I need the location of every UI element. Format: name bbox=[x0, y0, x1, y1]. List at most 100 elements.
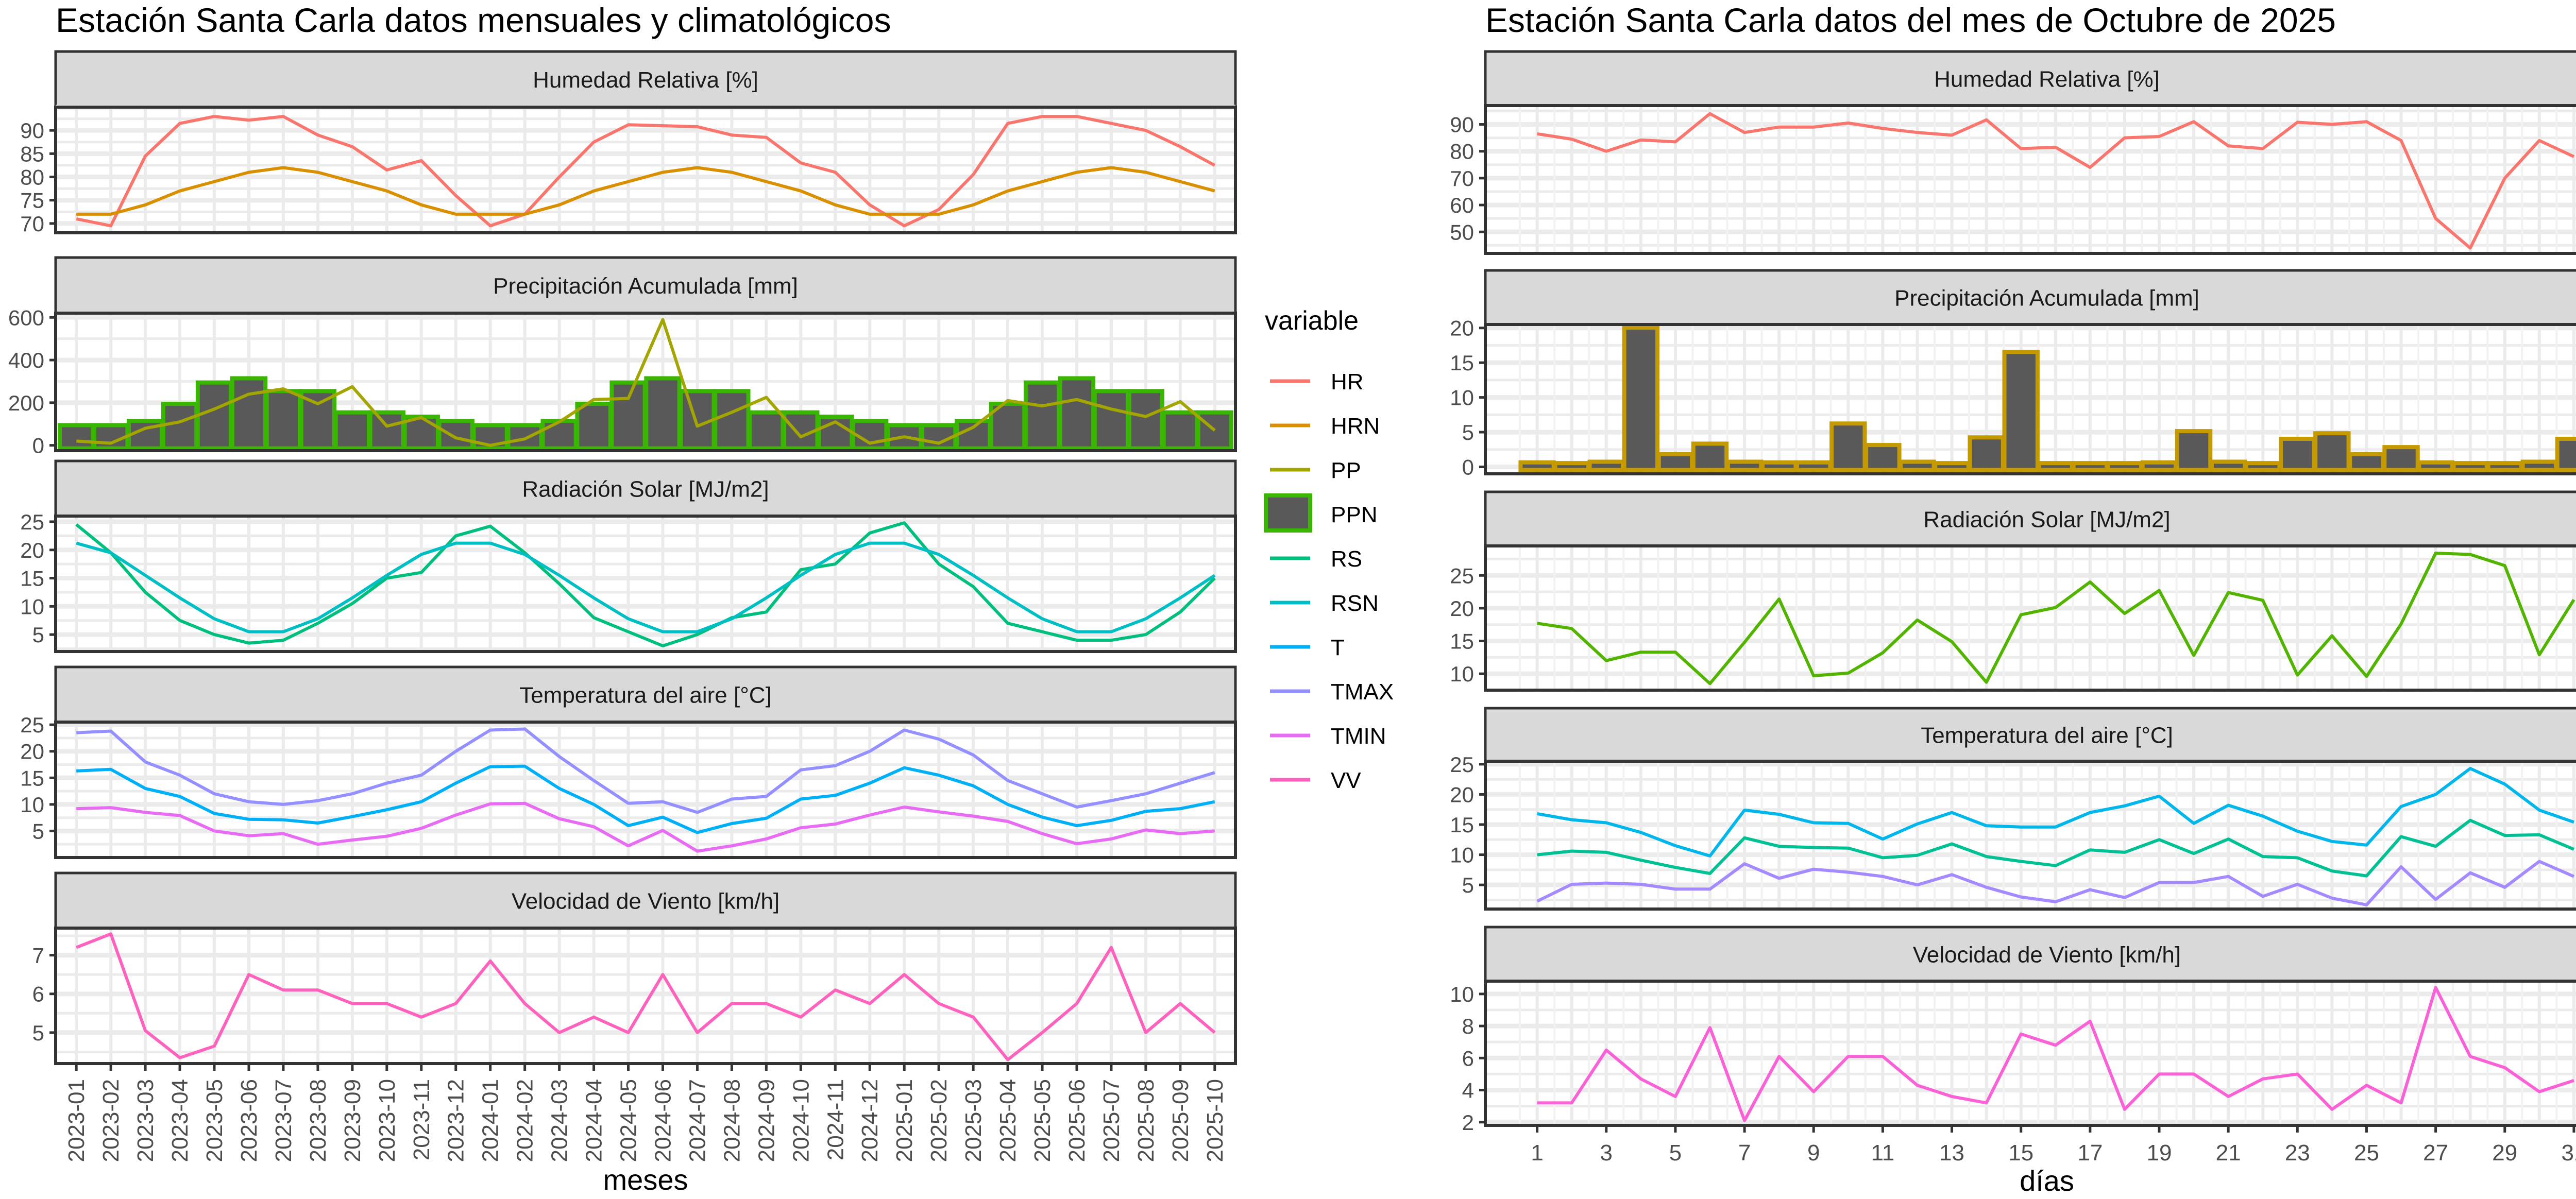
panel-strip-title: Temperatura del aire [°C] bbox=[1921, 723, 2173, 748]
panel-5: Velocidad de Viento [km/h] 5 6 7 2023-01 2023… bbox=[32, 871, 1237, 1196]
bar-PPN bbox=[1092, 389, 1130, 451]
panel-border bbox=[54, 515, 1237, 653]
bar-PPN bbox=[195, 380, 233, 451]
y-tick-label: 5 bbox=[32, 819, 44, 843]
bar-PP bbox=[2209, 459, 2247, 472]
y-tick-label: 4 bbox=[1462, 1078, 1474, 1103]
series-line-T bbox=[76, 764, 1215, 834]
panel-3: Radiación Solar [MJ/m2] 5 10 15 20 25 bbox=[20, 459, 1237, 653]
bar-PPN bbox=[575, 402, 613, 451]
legend-label: TMIN bbox=[1331, 724, 1386, 749]
bar-PPN bbox=[437, 419, 474, 451]
bar-PPN bbox=[264, 389, 302, 451]
series-line-RS bbox=[1537, 552, 2575, 686]
series-line-T bbox=[1537, 818, 2575, 878]
bar-PPN bbox=[1161, 410, 1199, 451]
legend-label: PPN bbox=[1331, 502, 1377, 527]
x-tick-label: 2024-05 bbox=[616, 1079, 641, 1162]
series-line-HR bbox=[76, 115, 1216, 228]
bar-PP bbox=[2279, 436, 2316, 472]
y-tick-label: 75 bbox=[20, 189, 44, 213]
bar-PP bbox=[2244, 461, 2282, 472]
bar-PP bbox=[2037, 461, 2074, 472]
y-tick-label: 8 bbox=[1462, 1014, 1474, 1038]
panel-strip-title: Radiación Solar [MJ/m2] bbox=[1923, 507, 2170, 533]
x-tick-label: 2024-01 bbox=[478, 1079, 503, 1162]
legend-key-bar bbox=[1264, 493, 1312, 533]
y-tick-label: 200 bbox=[8, 391, 44, 415]
y-tick-label: 7 bbox=[32, 944, 44, 968]
panel-border bbox=[1484, 980, 2576, 1127]
x-tick-label: 2025-06 bbox=[1064, 1079, 1090, 1162]
y-tick-label: 50 bbox=[1450, 220, 1474, 244]
x-tick-label: 2023-07 bbox=[271, 1079, 296, 1162]
x-tick-label: 2024-08 bbox=[719, 1079, 744, 1162]
x-tick-label: 2024-09 bbox=[754, 1079, 779, 1162]
bar-PPN bbox=[230, 376, 268, 451]
y-tick-label: 20 bbox=[20, 538, 44, 562]
panel-background bbox=[56, 516, 1235, 652]
y-tick-label: 90 bbox=[1450, 113, 1474, 137]
bar-PP bbox=[1760, 460, 1798, 472]
y-tick-label: 400 bbox=[8, 348, 44, 372]
bar-PP bbox=[1587, 459, 1625, 472]
legend-item-T: T bbox=[1270, 635, 1345, 660]
bar-PPN bbox=[1058, 376, 1096, 451]
panel-strip bbox=[54, 50, 1237, 109]
bar-PP bbox=[1864, 443, 1902, 472]
bar-PP bbox=[2555, 436, 2576, 472]
y-tick-label: 10 bbox=[20, 793, 44, 817]
panel-2: Precipitación Acumulada [mm] 0 5 10 15 20 bbox=[1450, 269, 2576, 479]
legend-label: HRN bbox=[1331, 414, 1380, 439]
panel-strip bbox=[54, 665, 1237, 724]
panel-strip-title: Humedad Relativa [%] bbox=[533, 67, 758, 93]
series-line-RSN bbox=[76, 541, 1216, 633]
x-tick-label: 2024-06 bbox=[650, 1079, 675, 1162]
panel-background bbox=[1485, 981, 2576, 1125]
y-tick-label: 6 bbox=[1462, 1046, 1474, 1070]
y-tick-label: 70 bbox=[20, 212, 44, 236]
x-tick-label: 2023-05 bbox=[202, 1079, 227, 1162]
series-line-TMAX bbox=[76, 727, 1215, 814]
x-axis-title: días bbox=[2020, 1164, 2074, 1197]
y-tick-label: 2 bbox=[1462, 1110, 1474, 1135]
x-tick-label: 2024-03 bbox=[547, 1079, 572, 1162]
bar-PP bbox=[2002, 350, 2040, 472]
panel-border bbox=[1484, 544, 2576, 692]
series-line-VV bbox=[76, 932, 1216, 1061]
bar-PPN bbox=[506, 423, 544, 451]
x-tick-label: 15 bbox=[2008, 1140, 2033, 1166]
panel-border bbox=[1484, 104, 2576, 255]
x-tick-label: 2025-09 bbox=[1168, 1079, 1193, 1162]
bar-PP bbox=[1553, 461, 1590, 472]
bar-PPN bbox=[679, 389, 716, 451]
y-tick-label: 80 bbox=[1450, 140, 1474, 164]
chart-title: Estación Santa Carla datos mensuales y c… bbox=[56, 1, 891, 39]
bar-PP bbox=[1899, 459, 1936, 472]
legend-label: RSN bbox=[1331, 591, 1379, 616]
x-tick-label: 7 bbox=[1738, 1140, 1751, 1166]
legend-item-VV: VV bbox=[1270, 768, 1361, 793]
bar-PP bbox=[1968, 435, 2005, 472]
y-tick-label: 15 bbox=[1450, 813, 1474, 837]
x-tick-label: 5 bbox=[1669, 1140, 1682, 1166]
y-tick-label: 5 bbox=[1462, 873, 1474, 897]
bar-PPN bbox=[540, 419, 578, 451]
y-tick-label: 6 bbox=[32, 982, 44, 1006]
bar-PPN bbox=[748, 410, 785, 451]
panel-strip-title: Radiación Solar [MJ/m2] bbox=[522, 477, 769, 502]
x-tick-label: 17 bbox=[2077, 1140, 2103, 1166]
x-tick-label: 2025-10 bbox=[1202, 1079, 1228, 1162]
series-line-TMIN bbox=[1536, 860, 2575, 906]
legend-item-RSN: RSN bbox=[1270, 591, 1379, 616]
y-tick-label: 60 bbox=[1450, 193, 1474, 217]
legend-item-PPN: PPN bbox=[1264, 493, 1377, 533]
legend: variable HR HRN PP PPN RS RSN T TMAX TMIN VV bbox=[1264, 306, 1394, 793]
x-tick-label: 2024-07 bbox=[685, 1079, 710, 1162]
panel-strip-title: Precipitación Acumulada [mm] bbox=[1894, 286, 2199, 311]
y-tick-label: 20 bbox=[1450, 316, 1474, 340]
